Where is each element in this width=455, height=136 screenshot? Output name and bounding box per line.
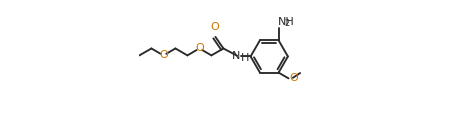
Text: N: N bbox=[232, 51, 240, 61]
Text: 2: 2 bbox=[284, 19, 289, 28]
Text: O: O bbox=[210, 22, 219, 32]
Text: NH: NH bbox=[278, 17, 294, 27]
Text: O: O bbox=[289, 73, 298, 83]
Text: H: H bbox=[241, 52, 249, 63]
Text: O: O bbox=[159, 50, 168, 60]
Text: O: O bbox=[195, 44, 204, 53]
